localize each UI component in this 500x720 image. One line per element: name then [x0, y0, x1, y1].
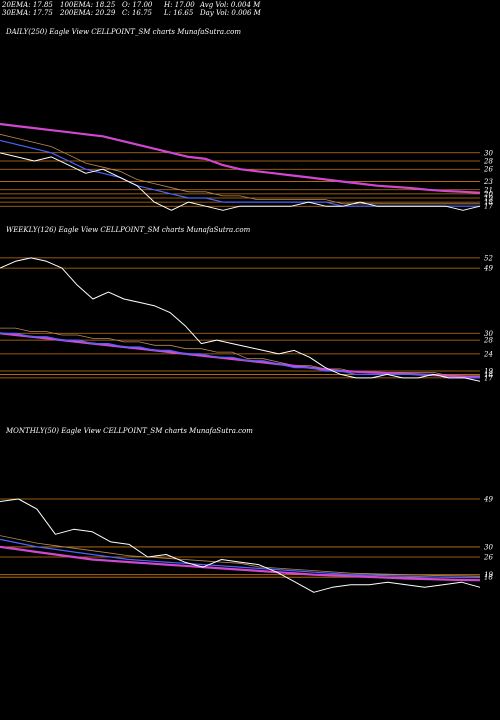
- price-tick-label: 21: [483, 186, 493, 194]
- price-tick-label: 28: [483, 158, 493, 166]
- price-tick-label: 18: [484, 199, 493, 207]
- price-tick-label: 17: [484, 374, 493, 382]
- sma-line: [0, 133, 480, 205]
- short-ema-line: [0, 332, 480, 379]
- ema20-readout: 20EMA: 17.85: [2, 1, 53, 9]
- sma-line: [0, 327, 480, 377]
- price-tick-label: 18: [484, 574, 493, 582]
- daily-panel-title: DAILY(250) Eagle View CELLPOINT_SM chart…: [6, 28, 241, 36]
- long-ema-line: [0, 545, 481, 582]
- long-ema-line: [0, 332, 481, 379]
- ema200-readout: 200EMA: 20.29: [60, 9, 116, 17]
- price-tick-label: 19: [484, 195, 493, 203]
- price-tick-label: 20: [483, 190, 493, 198]
- weekly-panel-title: WEEKLY(126) Eagle View CELLPOINT_SM char…: [6, 226, 251, 234]
- price-tick-label: 24: [483, 350, 493, 358]
- price-tick-label: 30: [484, 330, 493, 338]
- price-tick-label: 49: [483, 495, 493, 503]
- price-tick-label: 26: [483, 166, 493, 174]
- price-tick-label: 28: [483, 337, 493, 345]
- price-tick-label: 23: [483, 178, 493, 186]
- price-tick-label: 49: [483, 265, 493, 273]
- price-line: [0, 152, 481, 211]
- day-vol-readout: Day Vol: 0.006 M: [200, 9, 261, 17]
- monthly-panel-title: MONTHLY(50) Eagle View CELLPOINT_SM char…: [6, 427, 253, 435]
- low-readout: L: 16.65: [164, 9, 194, 17]
- long-ema-line: [0, 122, 481, 194]
- price-line: [0, 498, 481, 593]
- short-ema-line: [0, 538, 481, 579]
- price-tick-label: 30: [484, 543, 493, 551]
- price-tick-label: 19: [484, 368, 493, 376]
- price-tick-label: 52: [484, 254, 493, 262]
- ema30-readout: 30EMA: 17.75: [2, 9, 53, 17]
- price-tick-label: 30: [484, 149, 493, 157]
- price-tick-label: 19: [484, 571, 493, 579]
- open-readout: O: 17.00: [122, 1, 153, 9]
- price-tick-label: 18: [484, 371, 493, 379]
- price-tick-label: 17: [484, 203, 493, 211]
- ema100-readout: 100EMA: 18.25: [60, 1, 116, 9]
- sma-line: [0, 535, 481, 577]
- price-tick-label: 26: [483, 554, 493, 562]
- chart-header: 20EMA: 17.85 100EMA: 18.25 O: 17.00 H: 1…: [2, 0, 498, 18]
- short-ema-line: [0, 139, 480, 207]
- high-readout: H: 17.00: [164, 1, 195, 9]
- close-readout: C: 16.75: [122, 9, 152, 17]
- price-line: [0, 257, 481, 382]
- avg-vol-readout: Avg Vol: 0.004 M: [200, 1, 261, 9]
